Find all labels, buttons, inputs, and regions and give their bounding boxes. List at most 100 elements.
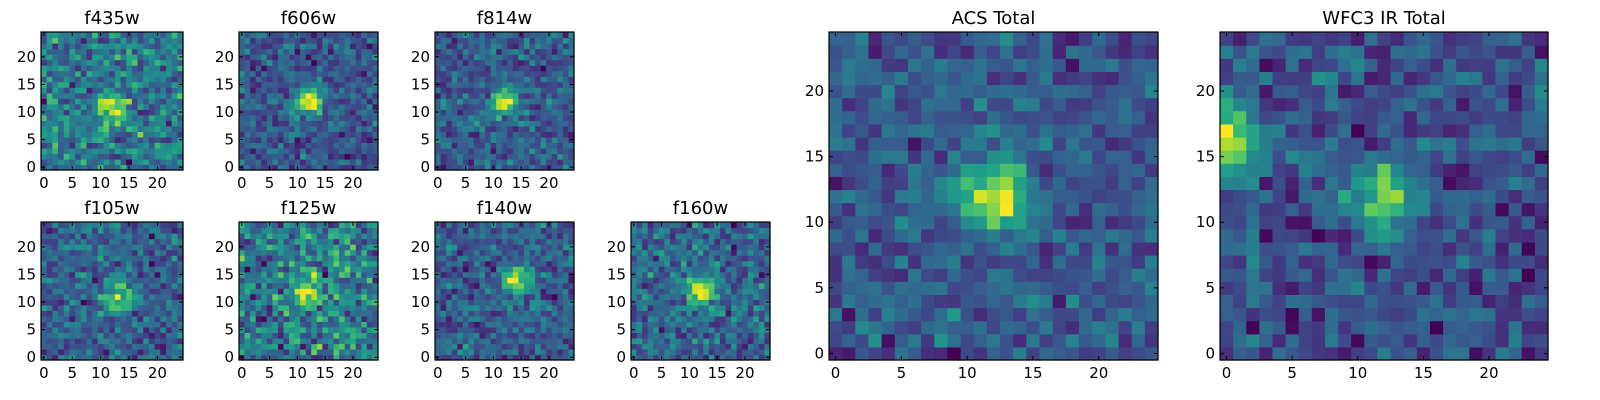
heatmap-cell [642,337,649,345]
heatmap-cell [272,282,279,289]
heatmap-cell [647,337,654,345]
heatmap-cell [440,227,447,234]
heatmap-cell [46,54,53,61]
heatmap-cell [239,43,246,50]
heatmap-cell [92,222,99,229]
heatmap-cell [546,142,553,149]
heatmap-cell [551,244,558,251]
heatmap-cell [266,70,273,77]
heatmap-cell [355,114,362,121]
heatmap-cell [126,142,133,149]
heatmap-cell [457,114,464,121]
heatmap-cell [294,87,301,94]
heatmap-cell [266,147,273,155]
heatmap-cell [148,255,156,262]
heatmap-cell [725,332,732,339]
heatmap-cell [165,65,173,72]
heatmap-cell [468,260,475,267]
heatmap-cell [664,277,671,284]
heatmap-cell [137,120,144,127]
heatmap-cell [907,255,922,269]
heatmap-cell [681,233,688,240]
heatmap-cell [1052,176,1067,191]
heatmap-cell [568,337,575,345]
heatmap-cell [568,48,575,55]
heatmap-cell [686,233,693,240]
heatmap-cell [496,249,503,256]
heatmap-cell [266,326,273,333]
heatmap-cell [496,131,503,138]
heatmap-cell [109,288,116,295]
heatmap-cell [507,125,514,132]
heatmap-cell [747,310,754,317]
heatmap-cell [568,76,575,83]
heatmap-cell [126,81,133,88]
heatmap-cell [501,282,508,289]
heatmap-cell [69,233,76,240]
heatmap-cell [272,255,279,262]
heatmap-cell [468,164,475,171]
heatmap-cell [540,158,547,166]
heatmap-cell [327,81,335,88]
heatmap-cell [518,233,525,240]
heatmap-cell [518,266,525,273]
heatmap-cell [546,293,553,300]
heatmap-cell [1052,215,1067,230]
heatmap-cell [58,266,65,273]
heatmap-cell [244,227,251,234]
heatmap-cell [855,346,870,361]
heatmap-cell [631,249,638,256]
heatmap-cell [355,227,362,234]
heatmap-cell [250,343,257,350]
heatmap-cell [731,321,738,328]
heatmap-cell [462,65,469,72]
heatmap-cell [523,92,531,99]
heatmap-cell [261,310,268,317]
heatmap-cell [473,354,481,361]
heatmap-cell [446,92,453,99]
heatmap-cell [69,326,76,333]
heatmap-cell [143,233,150,240]
heatmap-cell [97,249,105,256]
heatmap-cell [479,293,486,300]
heatmap-cell [529,92,536,99]
heatmap-cell [485,222,492,229]
heatmap-cell [261,304,268,311]
heatmap-cell [114,54,122,61]
heatmap-cell [435,37,442,44]
heatmap-cell [518,260,525,267]
heatmap-cell [63,266,70,273]
heatmap-cell [468,103,475,110]
heatmap-cell [758,321,766,328]
heatmap-cell [462,227,469,234]
heatmap-cell [697,299,704,306]
heatmap-cell [355,158,362,166]
heatmap-cell [546,310,553,317]
heatmap-cell [283,244,290,251]
heatmap-cell [80,227,88,234]
heatmap-cell [708,348,715,356]
heatmap-cell [473,277,481,284]
heatmap-cell [664,321,671,328]
heatmap-cell [485,244,492,251]
heatmap-cell [86,164,93,171]
heatmap-cell [333,114,340,121]
heatmap-cell [255,48,262,55]
heatmap-cell [289,120,296,127]
heatmap-cell [283,109,290,116]
heatmap-cell [540,260,547,267]
heatmap-cell [523,164,531,171]
heatmap-cell [154,120,161,127]
heatmap-cell [540,37,547,44]
heatmap-cell [518,271,525,278]
heatmap-cell [148,103,156,110]
heatmap-cell [1000,176,1014,191]
heatmap-cell [350,343,357,350]
heatmap-cell [355,131,362,138]
heatmap-cell [86,158,93,166]
heatmap-cell [479,109,486,116]
heatmap-cell [1026,346,1041,361]
heatmap-cell [355,222,362,229]
heatmap-cell [46,48,53,55]
heatmap-cell [451,304,458,311]
